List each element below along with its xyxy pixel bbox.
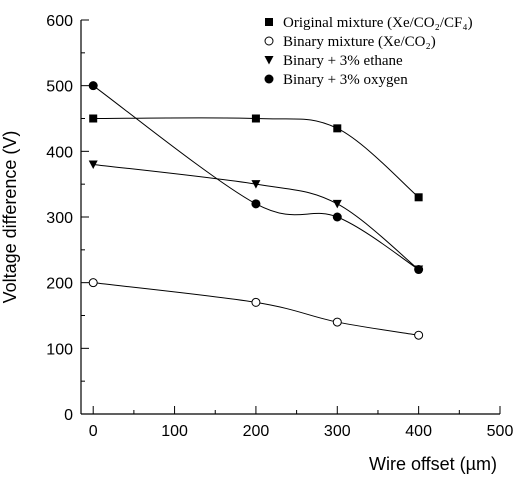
data-point-filled-circle (332, 212, 342, 222)
data-point-open-circle (88, 278, 98, 288)
series-line (93, 117, 419, 198)
data-point-filled-circle (88, 81, 98, 91)
series-curves (92, 85, 419, 336)
axes: 0 100 200 300 400 500 600 0 100 200 300 400 500 (46, 13, 513, 440)
y-tick-label: 100 (46, 341, 73, 358)
series-markers (88, 81, 424, 340)
data-point-open-circle (332, 317, 342, 327)
legend-label: Binary + 3% ethane (283, 53, 403, 69)
data-point-triangle (251, 180, 261, 189)
y-axis-title: Voltage difference (V) (0, 131, 20, 304)
data-point-square (265, 18, 273, 26)
data-point-triangle (332, 199, 342, 209)
legend-entry: Original mixture (Xe/CO₂/CF₄) (265, 15, 473, 31)
legend-entry: Binary + 3% ethane (264, 53, 403, 69)
x-axis-title: Wire offset (µm) (369, 454, 497, 474)
legend-label: Binary mixture (Xe/CO₂) (283, 34, 436, 50)
y-tick-label: 400 (46, 144, 73, 161)
x-tick-label: 200 (243, 423, 270, 440)
data-point-triangle (264, 56, 274, 65)
series-line (93, 163, 419, 270)
data-point-open-circle (251, 297, 261, 307)
data-point-square (333, 124, 342, 133)
x-tick-label: 0 (89, 423, 98, 440)
data-point-filled-circle (264, 74, 274, 84)
legend: Original mixture (Xe/CO₂/CF₄) Binary mixt… (264, 15, 473, 88)
data-point-square (414, 193, 423, 202)
data-point-square (251, 114, 260, 123)
data-point-filled-circle (251, 199, 261, 209)
legend-entry: Binary + 3% oxygen (264, 72, 408, 88)
x-tick-label: 300 (324, 423, 351, 440)
y-tick-label: 200 (46, 276, 73, 293)
data-point-open-circle (264, 36, 274, 46)
data-point-open-circle (414, 330, 424, 340)
series-line (93, 282, 419, 336)
y-tick-label: 500 (46, 79, 73, 96)
series-line (92, 85, 419, 270)
legend-label: Binary + 3% oxygen (283, 72, 408, 88)
y-tick-label: 300 (46, 210, 73, 227)
legend-label: Original mixture (Xe/CO₂/CF₄) (283, 15, 473, 31)
data-point-square (89, 114, 98, 123)
data-point-triangle (88, 160, 98, 169)
y-tick-label: 600 (46, 13, 73, 30)
legend-entry: Binary mixture (Xe/CO₂) (264, 34, 436, 50)
data-point-filled-circle (414, 265, 424, 275)
x-tick-label: 500 (487, 423, 514, 440)
x-tick-label: 100 (161, 423, 188, 440)
y-tick-label: 0 (64, 407, 73, 424)
x-tick-label: 400 (405, 423, 432, 440)
